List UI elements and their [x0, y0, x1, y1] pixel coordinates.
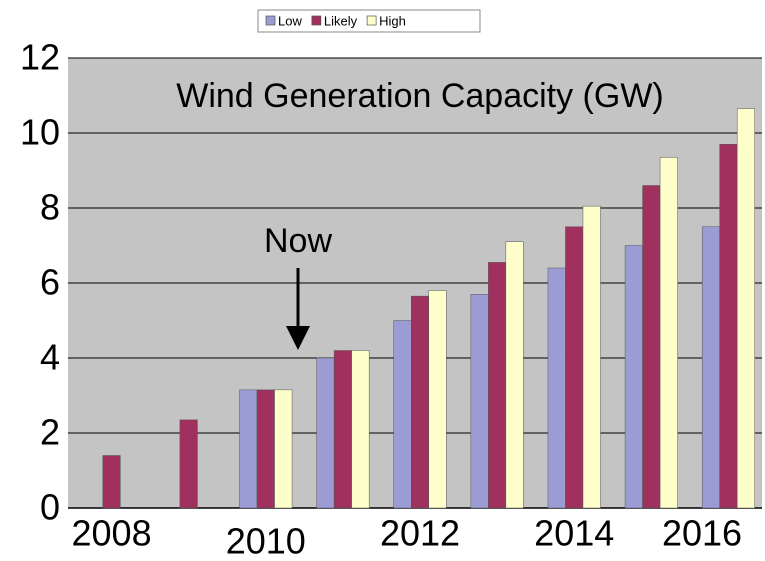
legend-swatch: [311, 15, 322, 26]
annotation-arrowhead: [286, 326, 310, 350]
bar: [411, 295, 429, 509]
legend-label: Low: [278, 13, 302, 28]
bar: [239, 389, 258, 509]
x-tick-label: 2014: [534, 513, 614, 554]
legend-swatch: [366, 15, 377, 26]
bar: [256, 389, 275, 509]
y-tick-label: 2: [40, 412, 60, 453]
bar: [102, 455, 121, 509]
bar: [659, 157, 678, 509]
bar: [565, 226, 584, 509]
bar: [488, 262, 507, 509]
x-tick-label: 2012: [380, 513, 460, 554]
bar: [701, 226, 720, 509]
bar: [393, 320, 412, 509]
legend-label: High: [379, 13, 406, 28]
bar: [505, 241, 524, 509]
x-tick-label: 2016: [662, 513, 742, 554]
annotation: Now: [264, 222, 332, 260]
bar: [428, 290, 447, 509]
bar: [642, 185, 661, 509]
y-tick-label: 8: [40, 187, 60, 228]
x-tick-label: 2010: [226, 521, 306, 561]
y-tick-label: 10: [20, 112, 60, 153]
y-tick-label: 12: [20, 37, 60, 78]
bar: [316, 357, 335, 509]
bar: [274, 389, 293, 509]
bar: [351, 350, 370, 509]
bar: [333, 350, 352, 509]
legend-label: Likely: [324, 13, 358, 28]
y-tick-label: 6: [40, 262, 60, 303]
x-tick-label: 2008: [72, 513, 152, 554]
bar: [547, 267, 566, 509]
chart-title: Wind Generation Capacity (GW): [176, 77, 664, 115]
bar: [582, 205, 601, 509]
bar: [736, 108, 755, 509]
y-tick-label: 4: [40, 337, 60, 378]
y-tick-label: 0: [40, 487, 60, 528]
bar: [624, 245, 643, 509]
bar: [470, 294, 489, 509]
bar: [179, 419, 198, 509]
bar: [719, 144, 738, 509]
legend-swatch: [265, 15, 276, 26]
